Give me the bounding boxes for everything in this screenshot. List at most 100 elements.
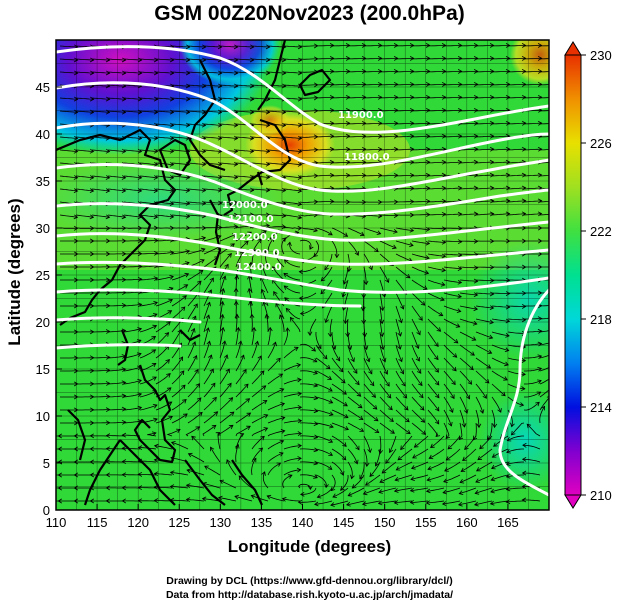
streamline — [155, 136, 174, 139]
streamline-arrow — [526, 423, 532, 429]
streamline-arrow — [554, 43, 558, 47]
streamline — [123, 110, 142, 113]
streamline-arrow — [246, 412, 252, 417]
streamline — [299, 201, 318, 204]
streamline-arrow — [340, 486, 345, 491]
streamline — [219, 383, 232, 398]
streamline-arrow — [393, 120, 399, 126]
streamline — [267, 358, 281, 372]
streamline-arrow — [521, 198, 527, 204]
streamline — [171, 45, 190, 48]
streamline-arrow — [121, 367, 127, 373]
streamline-arrow — [42, 473, 45, 477]
streamline-arrow — [169, 274, 174, 280]
streamline-arrow — [265, 148, 271, 154]
streamline-arrow — [490, 476, 496, 482]
streamline — [459, 474, 477, 483]
streamline — [251, 123, 270, 126]
streamline-arrow — [248, 300, 253, 306]
streamline-arrow — [281, 224, 287, 230]
streamline — [139, 418, 158, 424]
streamline — [443, 318, 460, 328]
streamline-arrow — [169, 122, 175, 128]
streamline — [395, 396, 409, 411]
streamline — [447, 435, 461, 450]
streamline — [59, 58, 78, 61]
streamline — [59, 214, 78, 218]
streamline — [427, 240, 446, 243]
streamline-arrow — [393, 172, 399, 178]
streamline — [443, 57, 462, 60]
streamline-arrow — [249, 83, 255, 89]
streamline-arrow — [105, 109, 111, 115]
streamline — [315, 161, 334, 164]
streamline-arrow — [345, 81, 351, 87]
streamline-arrow — [201, 200, 207, 206]
streamline — [347, 174, 366, 177]
x-tick-label: 155 — [415, 515, 437, 530]
streamline-arrow — [361, 501, 367, 506]
streamline-arrow — [341, 306, 347, 311]
streamline-arrow — [233, 148, 239, 154]
streamline — [331, 435, 347, 447]
streamline — [272, 279, 285, 294]
y-tick-label: 45 — [36, 80, 50, 95]
streamline-arrow — [381, 292, 387, 298]
streamline — [283, 379, 302, 385]
streamline-arrow — [209, 277, 214, 283]
streamline — [219, 327, 224, 346]
streamline-arrow — [185, 70, 191, 76]
streamline — [443, 474, 461, 483]
streamline-arrow — [457, 56, 463, 61]
streamline — [522, 444, 541, 450]
streamline-arrow — [89, 498, 95, 504]
streamline-arrow — [73, 446, 79, 452]
streamline-arrow — [297, 418, 303, 424]
streamline-arrow — [165, 359, 170, 364]
streamline-arrow — [364, 481, 370, 486]
streamline-arrow — [263, 427, 269, 432]
streamline-arrow — [448, 421, 453, 427]
streamline-arrow — [327, 375, 332, 381]
streamline — [171, 273, 189, 281]
streamline — [475, 96, 494, 99]
streamline — [412, 214, 430, 216]
streamline-arrow — [456, 308, 462, 313]
streamline-arrow — [265, 96, 271, 102]
streamline — [395, 370, 406, 387]
streamline-arrow — [265, 70, 271, 76]
streamline — [459, 70, 478, 73]
streamline-arrow — [105, 70, 111, 76]
streamline-arrow — [89, 148, 95, 154]
streamline — [458, 422, 463, 440]
streamline-arrow — [505, 56, 511, 61]
streamline-arrow — [201, 236, 207, 241]
streamline — [443, 109, 462, 112]
streamline-arrow — [537, 367, 543, 372]
streamline — [268, 214, 286, 217]
streamline — [363, 57, 382, 60]
streamline-arrow — [554, 173, 558, 177]
streamline — [385, 448, 397, 464]
streamline — [458, 500, 477, 506]
streamline-arrow — [121, 135, 127, 141]
streamline — [279, 314, 285, 332]
streamline-arrow — [505, 304, 511, 310]
streamline-arrow — [280, 429, 286, 434]
streamline — [315, 331, 322, 349]
streamline-arrow — [153, 471, 159, 477]
streamline-arrow — [73, 109, 79, 115]
streamline — [379, 45, 398, 47]
colorbar-tick-label: 214 — [590, 400, 612, 415]
streamline-arrow — [402, 393, 408, 399]
streamline — [75, 175, 94, 179]
streamline — [347, 109, 366, 112]
streamline — [187, 201, 206, 204]
streamline-arrow — [554, 95, 558, 99]
streamline — [171, 71, 190, 74]
streamline-arrow — [415, 344, 420, 350]
streamline-arrow — [489, 172, 495, 178]
streamline — [475, 331, 493, 339]
streamline — [379, 370, 390, 387]
